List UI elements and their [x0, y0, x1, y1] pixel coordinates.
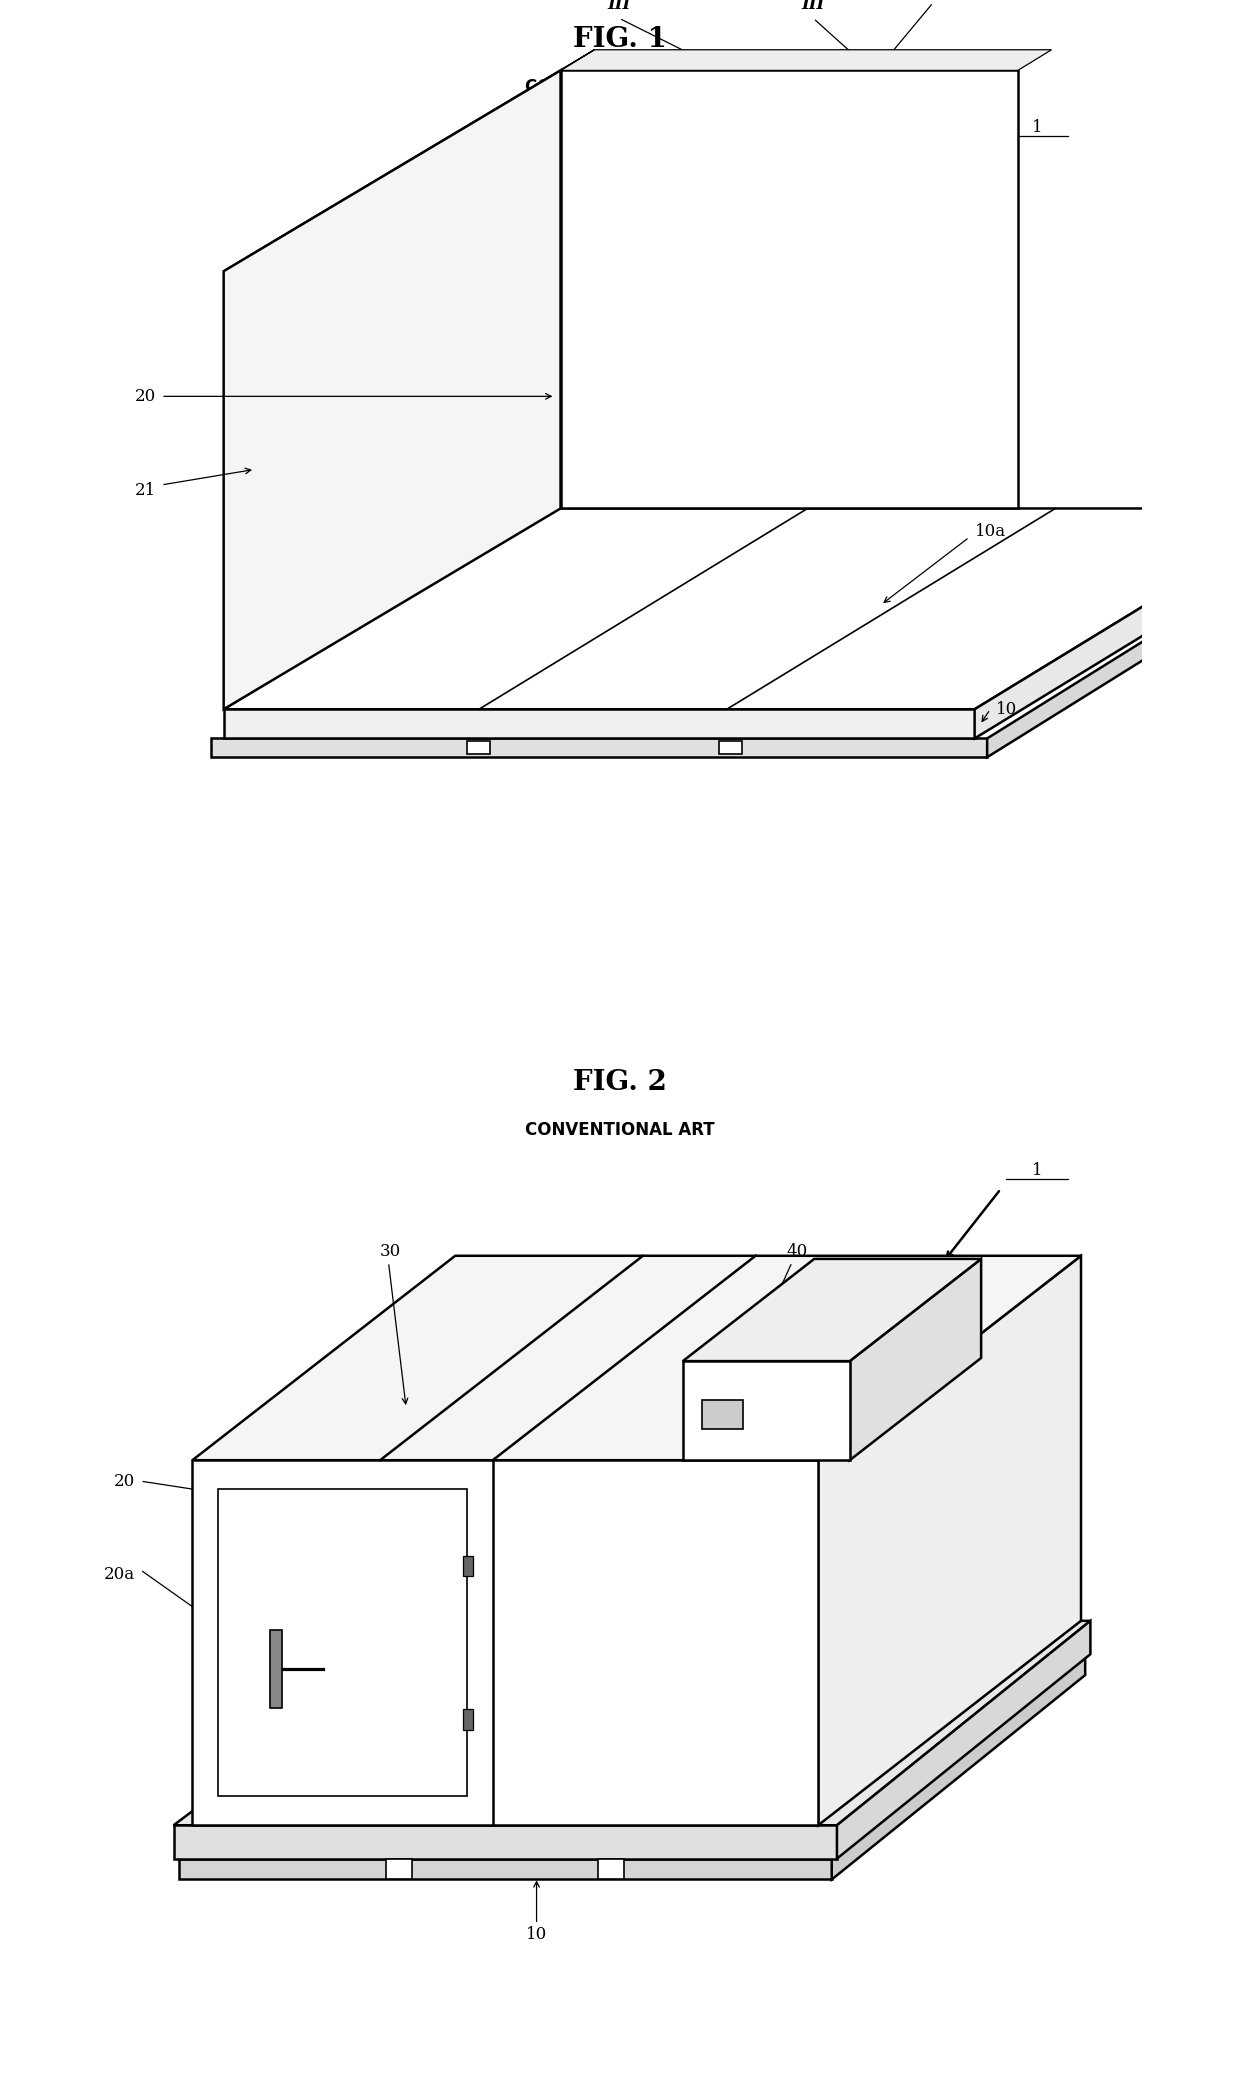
Polygon shape: [386, 1859, 412, 1879]
Text: CONVENTIONAL ART: CONVENTIONAL ART: [526, 77, 714, 96]
Polygon shape: [223, 50, 594, 271]
Polygon shape: [849, 1258, 981, 1460]
Text: 40: 40: [786, 1243, 808, 1260]
Polygon shape: [683, 1360, 849, 1460]
Text: III: III: [801, 0, 825, 13]
Polygon shape: [223, 71, 560, 709]
Text: FIG. 1: FIG. 1: [573, 25, 667, 52]
Polygon shape: [218, 1489, 466, 1796]
Text: 21: 21: [135, 482, 156, 499]
Text: 30: 30: [379, 1243, 402, 1260]
Text: III: III: [608, 0, 631, 13]
Polygon shape: [174, 1621, 1090, 1825]
Polygon shape: [223, 509, 1240, 709]
Text: 20: 20: [135, 388, 156, 405]
Text: FIG. 2: FIG. 2: [573, 1068, 667, 1095]
Text: CONVENTIONAL ART: CONVENTIONAL ART: [526, 1122, 714, 1139]
Text: 10: 10: [526, 1927, 547, 1944]
Text: 20a: 20a: [104, 1567, 135, 1583]
Text: 10a: 10a: [975, 524, 1006, 540]
Polygon shape: [174, 1825, 837, 1859]
Text: 1: 1: [1032, 119, 1043, 136]
Text: 20: 20: [114, 1473, 135, 1489]
Polygon shape: [560, 71, 1018, 509]
Polygon shape: [192, 1460, 818, 1825]
Polygon shape: [837, 1621, 1090, 1859]
Polygon shape: [975, 509, 1240, 738]
Polygon shape: [560, 50, 1052, 71]
Polygon shape: [463, 1556, 472, 1577]
Polygon shape: [463, 1708, 472, 1729]
Polygon shape: [467, 741, 490, 755]
Polygon shape: [987, 538, 1240, 757]
Polygon shape: [702, 1400, 743, 1429]
Polygon shape: [683, 1258, 981, 1360]
Text: 1: 1: [1032, 1162, 1043, 1179]
Polygon shape: [211, 738, 987, 757]
Polygon shape: [223, 709, 975, 738]
Polygon shape: [818, 1256, 1081, 1825]
Polygon shape: [179, 1859, 832, 1879]
Text: 10: 10: [996, 701, 1017, 718]
Polygon shape: [599, 1859, 625, 1879]
Polygon shape: [719, 741, 743, 755]
Polygon shape: [832, 1654, 1085, 1879]
Polygon shape: [269, 1631, 281, 1708]
Polygon shape: [192, 1256, 1081, 1460]
